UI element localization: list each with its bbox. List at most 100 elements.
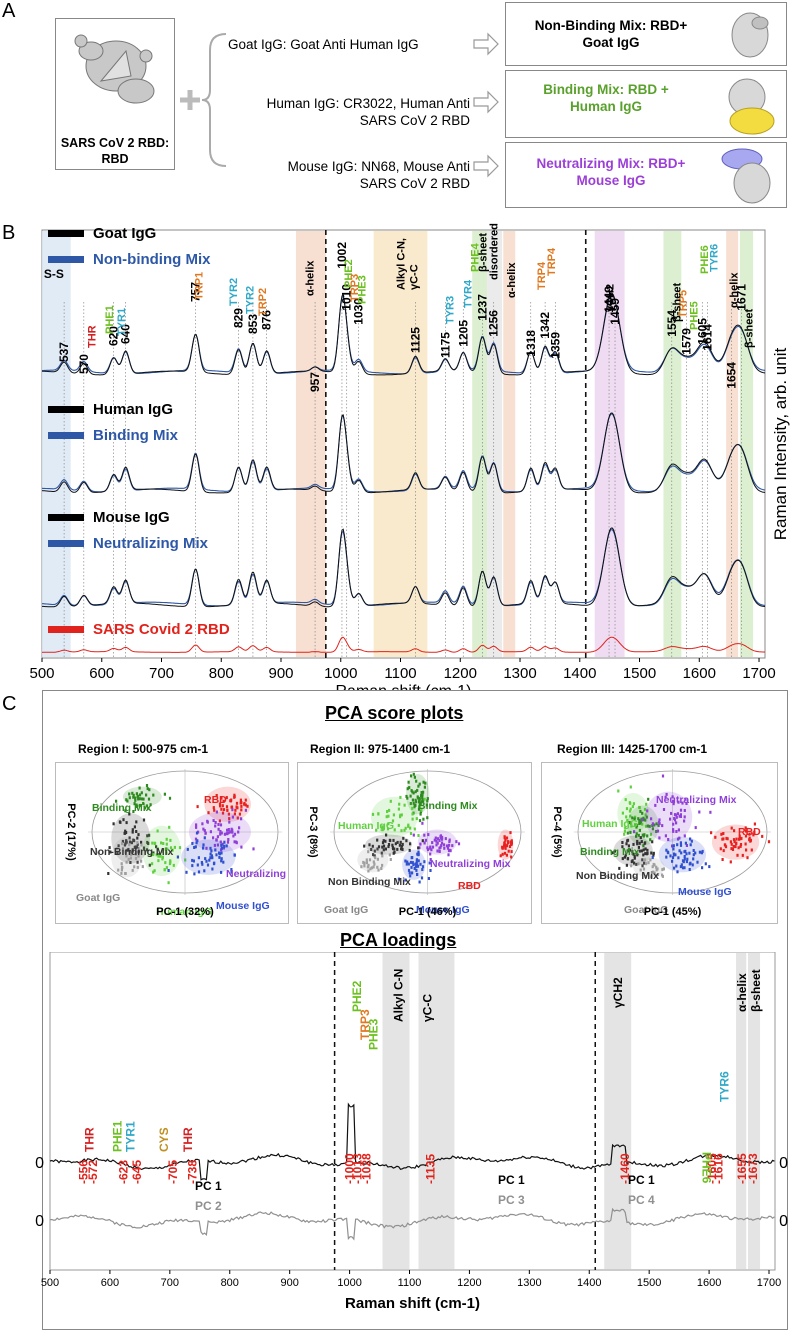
pca-point	[416, 788, 419, 792]
pca-point	[744, 826, 747, 830]
band-label-16: PHE4	[470, 242, 482, 272]
pca-point	[382, 839, 385, 843]
pca-point	[626, 849, 629, 853]
pca-point	[409, 794, 412, 798]
zero-label-3: 0	[779, 1155, 788, 1172]
pca-group-ellipse-5	[658, 837, 706, 873]
pca-point	[128, 840, 132, 844]
pca-point	[645, 862, 648, 866]
pca-point	[722, 849, 725, 853]
pca-point	[206, 820, 209, 824]
pca-point	[136, 842, 139, 846]
pca-point	[140, 797, 143, 801]
pca-point	[417, 807, 421, 811]
pca-point	[411, 817, 414, 821]
pca-point	[384, 839, 387, 843]
pca-point	[679, 843, 683, 847]
pca-point	[409, 842, 412, 846]
pca-point	[436, 849, 439, 853]
pca-point	[377, 812, 380, 816]
pca-point	[138, 803, 141, 807]
pca-point	[220, 857, 223, 861]
pca-point	[678, 836, 681, 840]
pca-point	[411, 798, 414, 802]
pca-point	[214, 848, 217, 852]
loading-band-label-12: TYR6	[718, 1071, 732, 1102]
pca-point	[419, 862, 422, 866]
arrows	[473, 32, 499, 178]
pca-point	[671, 844, 674, 848]
pca-point	[503, 851, 507, 855]
pca-point	[140, 840, 143, 844]
mix-box-binding: Binding Mix: RBD + Human IgG	[505, 70, 787, 138]
pca-point	[210, 849, 213, 853]
pca-point	[227, 831, 230, 835]
pca-box-3: Human IgG Binding Mix Neutralizing Mix RBD N…	[541, 762, 778, 924]
pca-point	[244, 803, 247, 807]
pca-point	[504, 843, 507, 847]
pca-point	[430, 848, 433, 852]
pca-point	[418, 846, 421, 850]
peak-label-24: 1605	[695, 318, 709, 345]
loadings-shade-4	[748, 953, 761, 1269]
pca-point	[629, 814, 632, 818]
band-label-18: disordered	[489, 223, 501, 280]
pca-point	[124, 850, 127, 854]
band-label-13: γC-C	[409, 264, 421, 290]
pca-y-label: PC-2 (17%)	[65, 803, 77, 861]
pca-point	[625, 863, 628, 867]
pca-point	[233, 812, 236, 816]
pca-point	[405, 839, 408, 843]
pca-point	[625, 807, 629, 811]
pca-point	[144, 806, 147, 810]
pca-point	[135, 803, 138, 807]
l-x-tick-label-5: 1000	[337, 1277, 361, 1289]
pca-point	[623, 829, 626, 833]
pca-point	[625, 842, 628, 846]
pca-point	[195, 823, 198, 827]
loading-band-label-7: PHE3	[367, 1018, 381, 1050]
pca-point	[172, 863, 175, 867]
pca-point	[640, 840, 643, 844]
pca-point	[128, 843, 131, 847]
pca-point	[661, 868, 664, 871]
pca-point	[737, 846, 740, 850]
pca-point	[651, 822, 654, 826]
peak-label-25: 1614	[701, 324, 715, 351]
pca-point	[429, 858, 432, 861]
loading-band-label-11: PHE6	[699, 1152, 713, 1184]
pca-point	[412, 772, 415, 776]
pca-point	[222, 799, 225, 803]
pca-point	[636, 842, 639, 846]
pca-point	[381, 863, 384, 867]
pca-point	[213, 808, 216, 812]
pca-point	[670, 811, 673, 815]
l-x-tick-label-7: 1200	[457, 1277, 481, 1289]
pca-point	[710, 831, 713, 835]
pca-point	[701, 849, 704, 853]
arrow-1	[473, 32, 499, 56]
peak-label-11: 1030	[352, 298, 366, 325]
pca-point	[129, 861, 132, 864]
pca-point	[633, 876, 636, 880]
loadings-shade-2	[604, 953, 632, 1269]
loading-peak-label-14: -1673	[746, 1153, 760, 1184]
pca-point	[240, 817, 243, 821]
pca-point	[638, 818, 641, 822]
pca-point	[617, 789, 620, 793]
zero-label-1: 0	[35, 1155, 44, 1172]
pca-group-ellipse-6	[633, 857, 665, 878]
pca-point	[418, 819, 422, 823]
pca-point	[683, 866, 686, 870]
peak-label-18: 1342	[538, 312, 552, 339]
pca-point	[380, 851, 383, 855]
pca-point	[363, 861, 366, 865]
pca-point	[406, 787, 409, 791]
pca-point	[148, 863, 151, 867]
pca-point	[197, 830, 200, 834]
mix-neutralizing-line1: Neutralizing Mix: RBD+	[536, 156, 686, 171]
pca-point	[415, 860, 418, 864]
pca-point	[137, 854, 140, 858]
pca-point	[642, 844, 645, 848]
pca-point	[136, 836, 139, 840]
